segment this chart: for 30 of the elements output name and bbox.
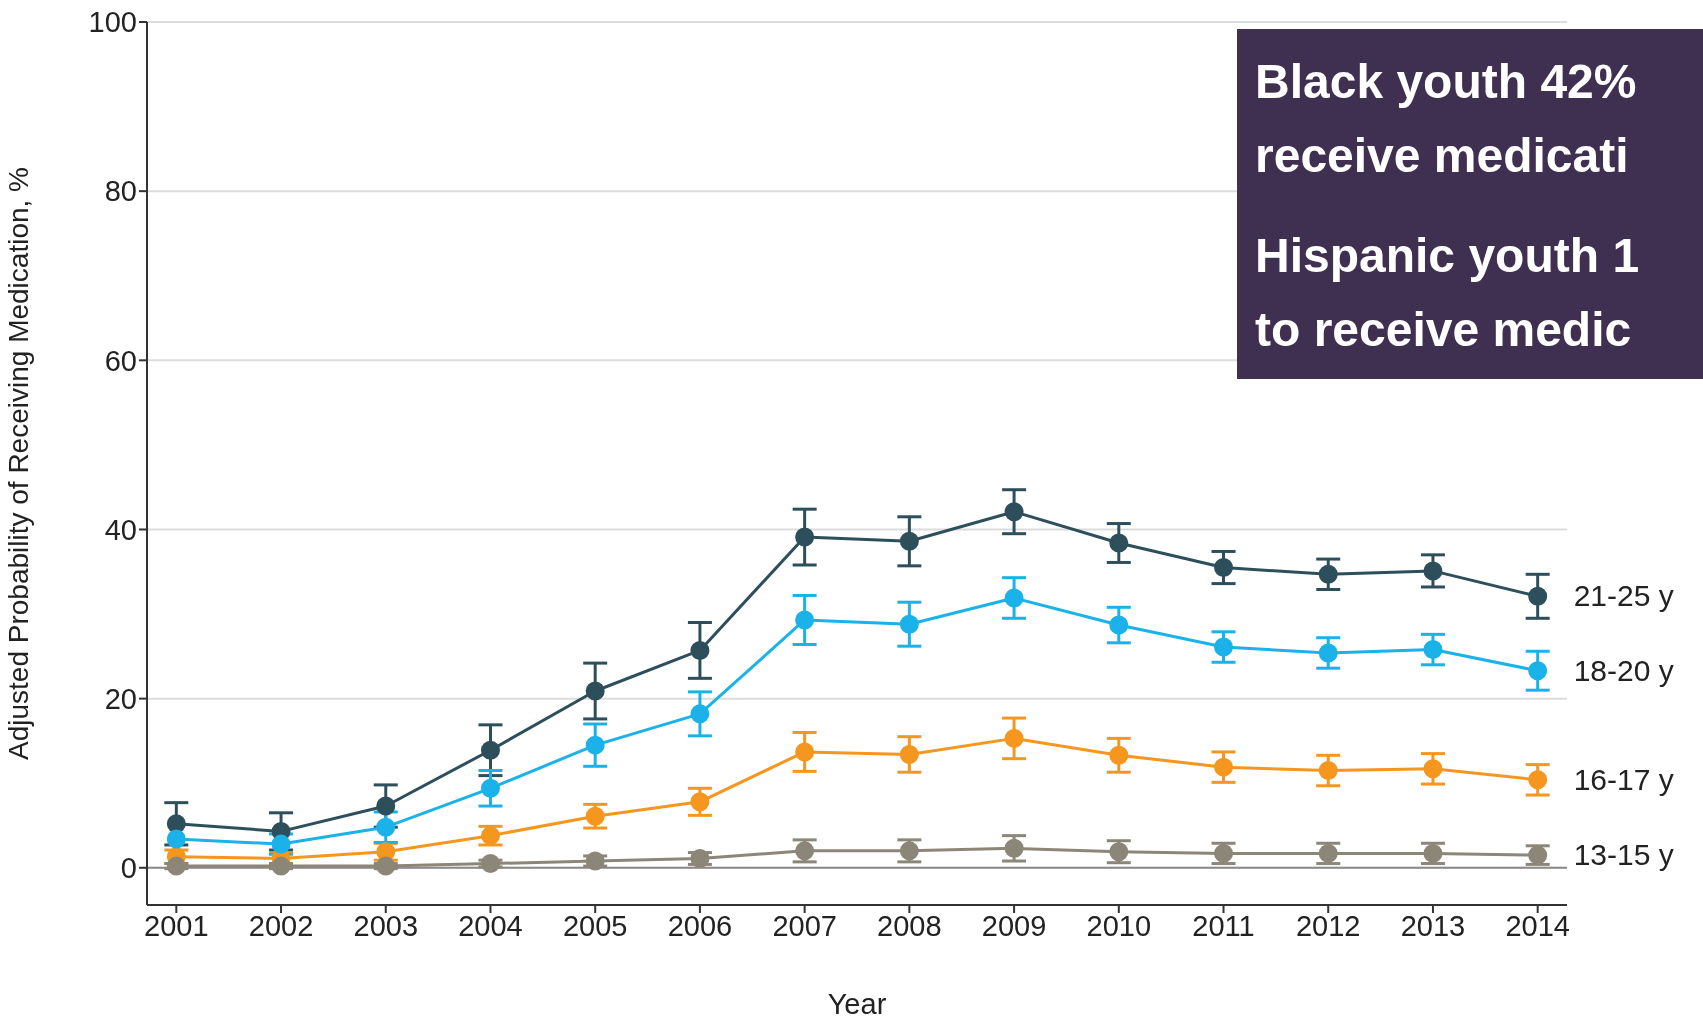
series-label: 18-20 y bbox=[1573, 653, 1674, 687]
y-tick-label: 20 bbox=[104, 682, 137, 715]
x-tick-label: 2008 bbox=[877, 909, 942, 942]
y-tick-label: 100 bbox=[88, 6, 137, 39]
x-axis-title: Year bbox=[827, 988, 887, 1018]
annotation: to receive medic bbox=[1255, 302, 1633, 358]
x-tick-label: 2002 bbox=[248, 909, 314, 942]
annotation: receive medicati bbox=[1255, 128, 1630, 184]
y-tick-label: 60 bbox=[104, 344, 137, 377]
y-tick-label: 0 bbox=[120, 852, 137, 885]
y-tick-label: 40 bbox=[104, 513, 137, 546]
x-tick-label: 2003 bbox=[353, 909, 419, 942]
x-tick-label: 2004 bbox=[458, 909, 523, 942]
x-tick-label: 2012 bbox=[1295, 909, 1361, 942]
x-tick-label: 2006 bbox=[667, 909, 733, 942]
series-label: 16-17 y bbox=[1573, 762, 1674, 796]
series-label: 21-25 y bbox=[1573, 579, 1674, 613]
x-tick-label: 2009 bbox=[981, 909, 1047, 942]
annotation: Black youth 42% bbox=[1255, 54, 1638, 110]
annotation: Hispanic youth 1 bbox=[1255, 228, 1641, 284]
x-tick-label: 2005 bbox=[562, 909, 628, 942]
y-tick-label: 80 bbox=[104, 175, 137, 208]
x-tick-label: 2013 bbox=[1400, 909, 1466, 942]
x-tick-label: 2010 bbox=[1086, 909, 1152, 942]
x-tick-label: 2001 bbox=[144, 909, 209, 942]
series-label: 13-15 y bbox=[1573, 838, 1674, 872]
x-tick-label: 2014 bbox=[1505, 909, 1570, 942]
x-tick-label: 2007 bbox=[772, 909, 837, 942]
x-tick-label: 2011 bbox=[1192, 909, 1255, 942]
y-axis-title: Adjusted Probability of Receiving Medication, % bbox=[2, 167, 34, 760]
